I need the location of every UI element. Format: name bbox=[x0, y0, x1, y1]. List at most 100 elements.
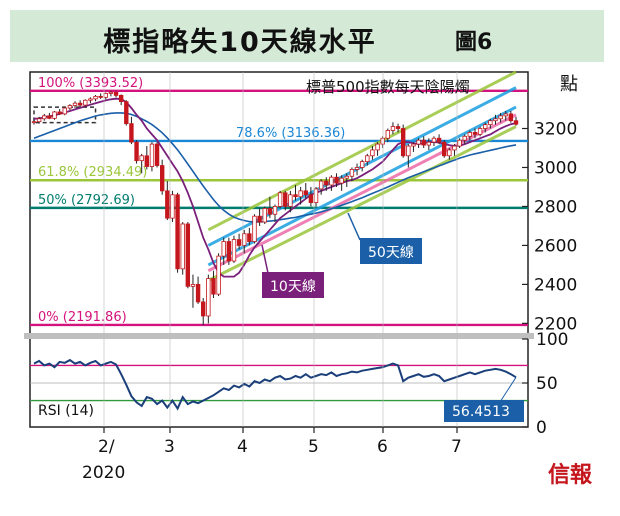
y-tick-label: 2600 bbox=[534, 236, 577, 256]
candle-body bbox=[190, 283, 196, 287]
candle-body bbox=[108, 91, 114, 94]
candle-body bbox=[165, 190, 170, 219]
candle-body bbox=[493, 118, 498, 122]
candle-body bbox=[36, 118, 42, 123]
candle-body bbox=[462, 135, 467, 141]
candle-body bbox=[195, 283, 201, 303]
panel-divider bbox=[24, 333, 534, 339]
candle-body bbox=[88, 98, 93, 101]
candle-body bbox=[216, 255, 221, 295]
rsi-value-pointer bbox=[499, 377, 517, 403]
candle-body bbox=[334, 176, 339, 184]
title-bar: 標指略失10天線水平 圖6 bbox=[10, 10, 604, 62]
candle-body bbox=[426, 141, 432, 146]
candle-body bbox=[483, 124, 488, 129]
x-year-label: 2020 bbox=[82, 463, 125, 483]
ma50-pointer bbox=[347, 212, 361, 241]
candle-body bbox=[226, 241, 232, 262]
candle-body bbox=[395, 126, 401, 129]
candle-body bbox=[272, 206, 278, 215]
trend-channel-line bbox=[207, 125, 517, 282]
candle-body bbox=[344, 175, 349, 179]
rsi-current-value: 56.4513 bbox=[452, 404, 510, 420]
candle-body bbox=[98, 95, 103, 98]
candle-body bbox=[283, 192, 288, 207]
candle-body bbox=[513, 120, 519, 125]
candle-body bbox=[313, 188, 319, 203]
candle-body bbox=[467, 132, 473, 137]
candle-body bbox=[185, 223, 191, 287]
candle-body bbox=[57, 111, 62, 115]
candle-body bbox=[180, 223, 185, 270]
candle-body bbox=[201, 301, 206, 317]
candle-body bbox=[298, 190, 303, 198]
figure-label: 圖6 bbox=[455, 30, 493, 55]
candle-body bbox=[242, 233, 247, 246]
candle-body bbox=[93, 95, 98, 100]
candle-body bbox=[159, 165, 165, 192]
ma10-label-box bbox=[262, 272, 324, 298]
candle-body bbox=[339, 177, 344, 184]
candle-body bbox=[221, 241, 226, 257]
candle-body bbox=[329, 176, 334, 186]
candle-body bbox=[318, 180, 324, 190]
candle-body bbox=[262, 207, 267, 223]
candle-body bbox=[52, 111, 57, 119]
y-tick-label: 3200 bbox=[534, 120, 577, 140]
y-tick-label: 2200 bbox=[534, 314, 577, 334]
candle-body bbox=[144, 155, 150, 167]
candle-body bbox=[503, 113, 508, 117]
candle-body bbox=[370, 149, 375, 157]
rsi-y-tick-label: 50 bbox=[536, 374, 558, 394]
candle-body bbox=[436, 137, 442, 143]
x-tick-label: 3 bbox=[164, 437, 175, 457]
trend-channel-line bbox=[207, 70, 517, 232]
candle-body bbox=[416, 139, 421, 145]
candle-body bbox=[477, 128, 483, 135]
candle-body bbox=[498, 115, 503, 120]
candle-body bbox=[421, 139, 426, 146]
candle-body bbox=[103, 93, 108, 98]
brand-logo: 信報 bbox=[548, 462, 593, 488]
candle-body bbox=[411, 143, 416, 147]
candle-body bbox=[406, 145, 411, 157]
page-title: 標指略失10天線水平 bbox=[103, 27, 377, 58]
candle-body bbox=[247, 233, 252, 242]
fib-level-label: 78.6% (3136.36) bbox=[236, 126, 345, 141]
candle-body bbox=[83, 99, 88, 106]
rsi-value-box bbox=[444, 400, 524, 422]
candle-body bbox=[488, 120, 493, 126]
fib-level-label: 0% (2191.86) bbox=[38, 310, 127, 325]
chart-subtitle: 標普500指數每天陰陽燭 bbox=[306, 78, 470, 96]
candle-body bbox=[380, 137, 385, 145]
candle-body bbox=[452, 145, 457, 151]
candle-body bbox=[31, 121, 37, 124]
candle-body bbox=[113, 91, 119, 96]
candle-body bbox=[236, 239, 242, 246]
rsi-line bbox=[33, 358, 517, 411]
candle-body bbox=[324, 180, 329, 186]
x-tick-label: 2/ bbox=[98, 437, 115, 457]
candle-body bbox=[47, 115, 52, 119]
candle-body bbox=[293, 194, 298, 198]
candle-body bbox=[257, 215, 262, 223]
candle-body bbox=[139, 155, 144, 162]
candle-body bbox=[508, 113, 514, 122]
candle-body bbox=[129, 123, 134, 143]
candle-body bbox=[400, 128, 406, 157]
candle-body bbox=[170, 194, 175, 219]
x-tick-label: 4 bbox=[237, 437, 248, 457]
y-tick-label: 3000 bbox=[534, 158, 577, 178]
candle-body bbox=[288, 194, 293, 207]
rsi-label: RSI (14) bbox=[38, 403, 94, 419]
candle-body bbox=[211, 278, 216, 295]
x-tick-label: 5 bbox=[308, 437, 319, 457]
candle-body bbox=[303, 190, 308, 196]
rsi-y-tick-label: 0 bbox=[536, 418, 547, 438]
candle-body bbox=[349, 169, 355, 177]
candle-body bbox=[175, 194, 180, 270]
candle-body bbox=[42, 115, 47, 120]
candle-body bbox=[308, 194, 314, 203]
candle-body bbox=[124, 101, 129, 125]
